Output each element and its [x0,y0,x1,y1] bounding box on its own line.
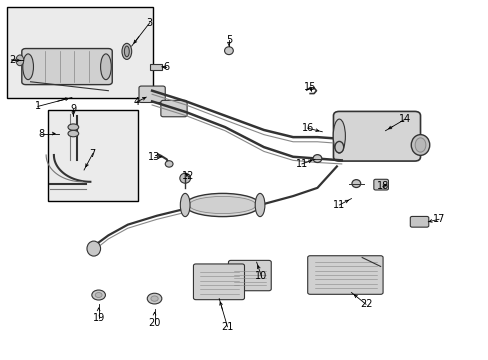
Ellipse shape [92,290,105,300]
Ellipse shape [122,43,131,59]
FancyBboxPatch shape [307,256,382,294]
Ellipse shape [16,55,24,66]
FancyBboxPatch shape [373,179,387,190]
Ellipse shape [414,138,425,152]
Text: 6: 6 [163,63,169,72]
Text: 10: 10 [255,271,267,282]
Text: 2: 2 [9,55,15,65]
Text: 11: 11 [332,200,345,210]
Text: 15: 15 [304,82,316,92]
Ellipse shape [189,197,256,213]
Ellipse shape [255,193,264,217]
Text: 12: 12 [182,171,194,181]
Text: 11: 11 [295,159,307,169]
Ellipse shape [184,193,260,217]
Ellipse shape [95,293,102,297]
Ellipse shape [68,130,79,137]
Ellipse shape [334,141,343,153]
Ellipse shape [101,54,111,80]
FancyBboxPatch shape [228,260,271,291]
Text: 20: 20 [148,318,161,328]
Ellipse shape [410,135,429,156]
Text: 4: 4 [133,97,140,107]
Bar [149,64,162,70]
FancyBboxPatch shape [22,49,112,85]
Bar [47,111,137,202]
Text: 17: 17 [432,214,444,224]
Text: 13: 13 [148,153,161,162]
FancyBboxPatch shape [333,111,420,161]
Ellipse shape [151,296,158,301]
Text: 19: 19 [92,313,104,323]
FancyBboxPatch shape [139,86,165,103]
Text: 14: 14 [398,114,410,124]
Text: 22: 22 [359,299,371,309]
FancyBboxPatch shape [409,216,428,227]
FancyBboxPatch shape [161,100,187,117]
Bar [7,7,153,98]
Text: 5: 5 [225,35,232,45]
Ellipse shape [351,180,360,188]
Ellipse shape [87,241,101,256]
Ellipse shape [23,54,33,80]
Ellipse shape [124,46,129,57]
Ellipse shape [180,193,190,217]
Text: 1: 1 [35,102,41,111]
Ellipse shape [332,119,345,153]
Text: 7: 7 [89,149,96,158]
Ellipse shape [165,161,173,167]
Text: 16: 16 [301,123,313,133]
Text: 18: 18 [376,181,388,192]
Text: 8: 8 [38,129,44,139]
Ellipse shape [180,173,190,183]
FancyBboxPatch shape [193,264,244,300]
Ellipse shape [312,155,321,162]
Ellipse shape [147,293,162,304]
Text: 21: 21 [221,322,233,332]
Text: 3: 3 [146,18,152,28]
Text: 9: 9 [70,104,76,113]
Ellipse shape [224,47,233,55]
Ellipse shape [68,124,79,130]
